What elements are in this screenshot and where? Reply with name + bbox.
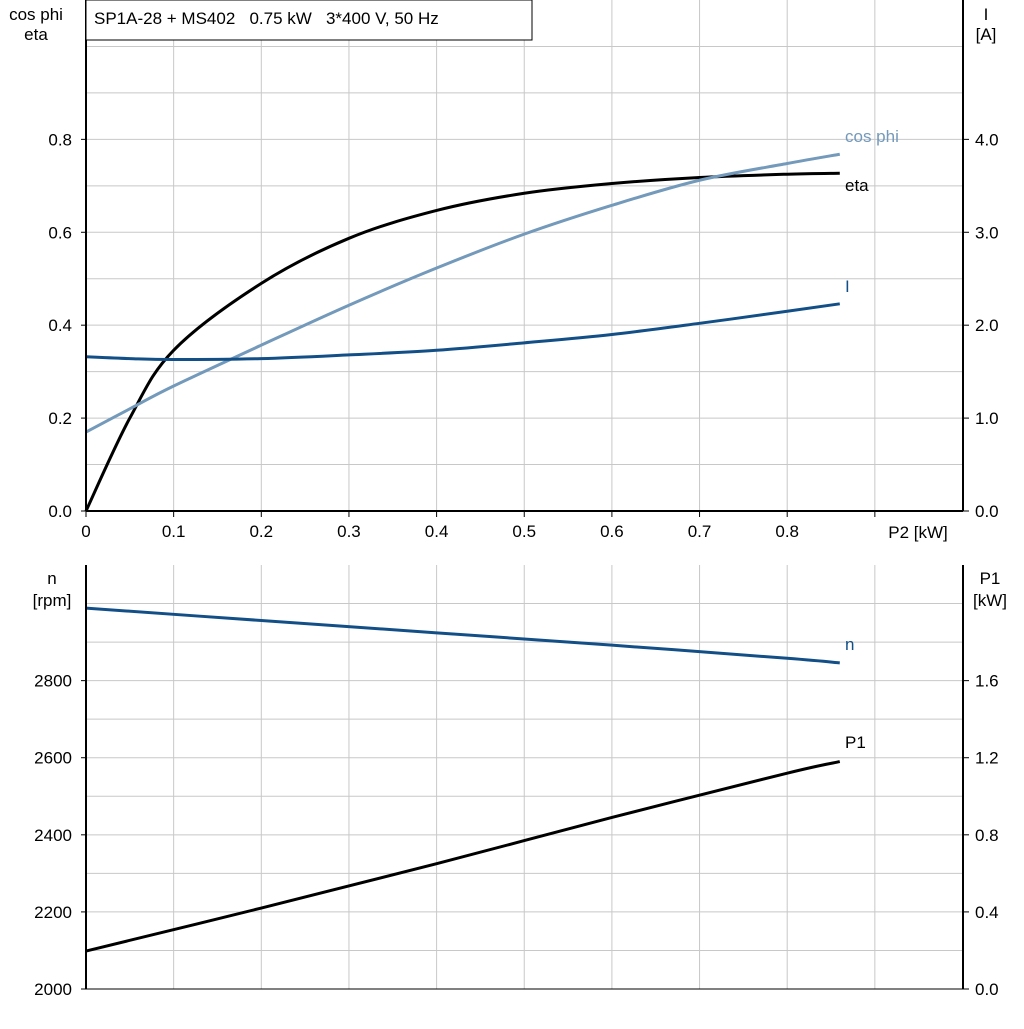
x-tick-label: 0.2 xyxy=(249,522,273,541)
bottom-right-axis-label-1: P1 xyxy=(980,569,1001,588)
left-tick-label: 2200 xyxy=(34,903,72,922)
left-tick-label: 2400 xyxy=(34,826,72,845)
bottom-left-axis-label-1: n xyxy=(47,569,56,588)
bottom-left-axis-label-2: [rpm] xyxy=(33,591,72,610)
x-tick-label: 0.8 xyxy=(775,522,799,541)
right-tick-label: 1.6 xyxy=(975,672,999,691)
right-tick-label: 3.0 xyxy=(975,223,999,242)
series-line-n xyxy=(85,606,840,665)
top-right-axis-label-1: I xyxy=(984,5,989,24)
right-tick-label: 1.2 xyxy=(975,749,999,768)
right-tick-label: 0.8 xyxy=(975,826,999,845)
chart-title: SP1A-28 + MS402 0.75 kW 3*400 V, 50 Hz xyxy=(94,9,439,28)
x-axis-label: P2 [kW] xyxy=(888,523,948,542)
x-tick-label: 0.7 xyxy=(688,522,712,541)
series-line-cos-phi xyxy=(85,152,841,434)
series-lines xyxy=(84,152,841,953)
left-tick-label: 2800 xyxy=(34,672,72,691)
x-tick-label: 0.5 xyxy=(512,522,536,541)
series-label-cos-phi: cos phi xyxy=(845,127,899,146)
series-label-eta: eta xyxy=(845,176,869,195)
right-tick-label: 2.0 xyxy=(975,316,999,335)
left-tick-label: 2600 xyxy=(34,749,72,768)
x-tick-label: 0.4 xyxy=(425,522,449,541)
bottom-grid xyxy=(86,565,963,989)
left-tick-label: 0.0 xyxy=(48,502,72,521)
tick-labels: 0.0 0.2 0.4 0.6 0.8 0.0 1.0 2.0 3.0 4.0 0 0.1 0.2 0.3… xyxy=(34,130,998,999)
series-label-n: n xyxy=(845,635,854,654)
right-tick-label: 0.4 xyxy=(975,903,999,922)
left-tick-label: 0.4 xyxy=(48,316,72,335)
x-tick-label: 0 xyxy=(81,522,90,541)
right-tick-label: 0.0 xyxy=(975,502,999,521)
bottom-right-axis-label-2: [kW] xyxy=(973,591,1007,610)
series-line-i xyxy=(85,302,840,362)
top-right-axis-label-2: [A] xyxy=(976,25,997,44)
x-tick-label: 0.1 xyxy=(162,522,186,541)
x-tick-label: 0.3 xyxy=(337,522,361,541)
title-box xyxy=(85,0,533,41)
left-tick-label: 0.2 xyxy=(48,409,72,428)
series-line-eta xyxy=(84,171,840,512)
series-label-p1: P1 xyxy=(845,733,866,752)
right-tick-label: 0.0 xyxy=(975,980,999,999)
top-left-axis-label-1: cos phi xyxy=(9,5,63,24)
left-tick-label: 0.6 xyxy=(48,223,72,242)
right-tick-label: 1.0 xyxy=(975,409,999,428)
series-label-i: I xyxy=(845,277,850,296)
axes xyxy=(81,0,969,990)
left-tick-label: 0.8 xyxy=(48,130,72,149)
top-left-axis-label-2: eta xyxy=(24,25,48,44)
series-line-p1 xyxy=(85,760,841,953)
right-tick-label: 4.0 xyxy=(975,130,999,149)
left-tick-label: 2000 xyxy=(34,980,72,999)
top-grid xyxy=(86,0,963,511)
x-tick-label: 0.6 xyxy=(600,522,624,541)
